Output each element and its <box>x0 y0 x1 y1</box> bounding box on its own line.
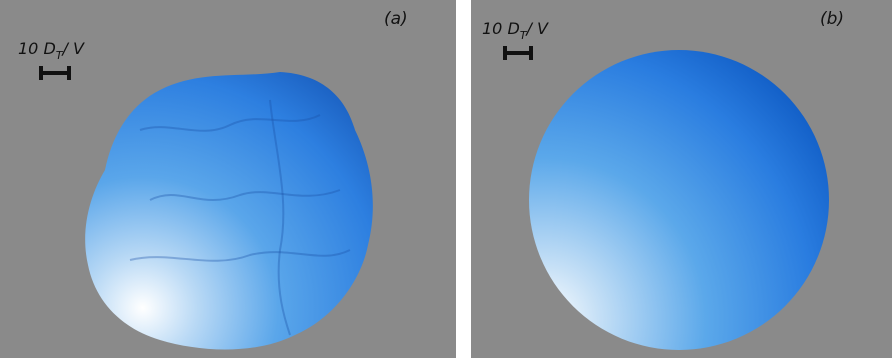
panel-a: (a) 10 DT/ V <box>0 0 456 358</box>
scale-number: 10 <box>482 19 502 38</box>
panel-label: (b) <box>820 9 844 29</box>
panel-b: (b) 10 DT/ V <box>471 0 892 358</box>
sphere <box>529 50 829 350</box>
scale-symbol: D <box>507 19 519 38</box>
scale-number: 10 <box>18 39 38 58</box>
scale-suffix: / V <box>61 39 85 58</box>
figure: (a) 10 DT/ V (b) 10 DT/ V <box>0 0 892 358</box>
panel-label: (a) <box>384 9 408 29</box>
scale-suffix: / V <box>525 19 549 38</box>
scale-symbol: D <box>43 39 55 58</box>
